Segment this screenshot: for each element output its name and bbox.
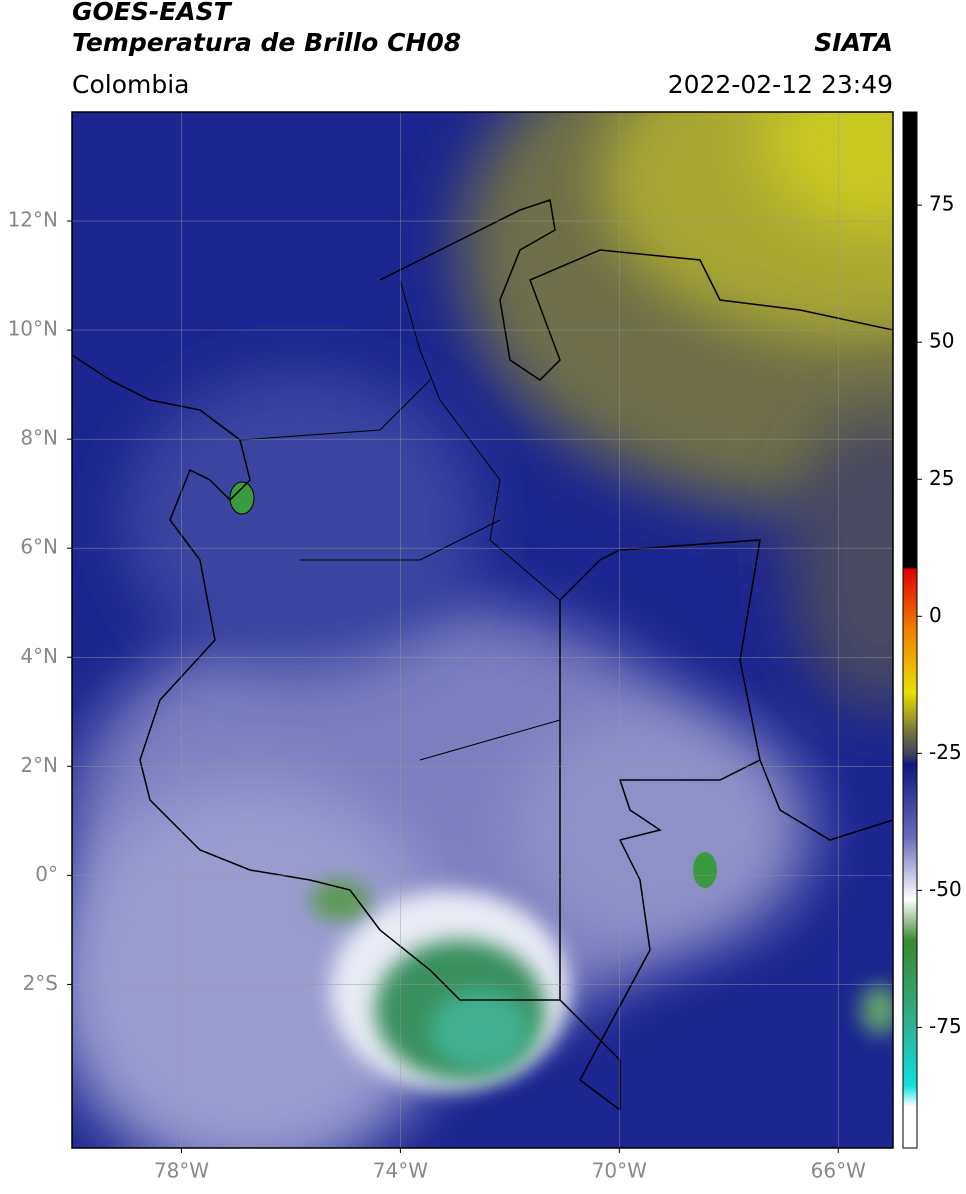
colorbar-tick-label: 50	[929, 329, 954, 353]
colorbar-tick-label: -75	[929, 1014, 962, 1038]
y-tick-label: 2°S	[23, 971, 58, 995]
x-tick-label: 70°W	[592, 1159, 647, 1183]
y-tick-label: 12°N	[8, 208, 58, 232]
x-tick-label: 66°W	[811, 1159, 866, 1183]
y-tick-label: 10°N	[8, 317, 58, 341]
map-frame	[71, 111, 894, 1149]
colorbar-tick-label: -25	[929, 740, 962, 764]
colorbar-tick-label: 0	[929, 603, 942, 627]
colorbar-tick-label: 25	[929, 466, 954, 490]
colorbar-tick-label: 75	[929, 192, 954, 216]
x-tick-label: 74°W	[373, 1159, 428, 1183]
source: SIATA	[814, 28, 893, 57]
title: GOES-EAST	[72, 0, 233, 26]
region: Colombia	[72, 70, 189, 99]
y-tick-label: 6°N	[20, 535, 58, 559]
y-tick-label: 0°	[35, 862, 58, 886]
grid	[72, 112, 893, 1148]
colorbar-tick-label: -50	[929, 877, 962, 901]
satellite-image	[72, 112, 893, 1148]
y-tick-label: 4°N	[20, 644, 58, 668]
subtitle: Temperatura de Brillo CH08	[72, 28, 461, 57]
colorbar	[902, 111, 918, 1149]
x-tick-label: 78°W	[154, 1159, 209, 1183]
y-tick-label: 8°N	[20, 426, 58, 450]
y-tick-label: 2°N	[20, 753, 58, 777]
datetime: 2022-02-12 23:49	[668, 70, 893, 99]
